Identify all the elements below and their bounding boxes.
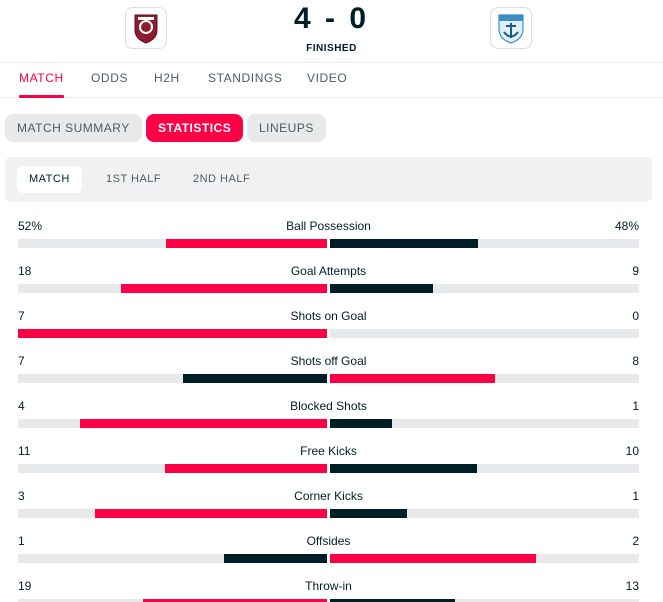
away-bar-track <box>330 239 639 248</box>
stat-away-value: 1 <box>632 489 639 503</box>
home-bar-track <box>18 284 327 293</box>
stat-row: 7 Shots off Goal 8 <box>18 354 639 399</box>
stat-label: Free Kicks <box>300 444 357 458</box>
lineups-button[interactable]: LINEUPS <box>247 114 326 142</box>
stat-home-value: 18 <box>18 264 32 278</box>
stat-home-value: 11 <box>18 444 31 458</box>
stat-label: Shots on Goal <box>290 309 367 323</box>
stat-away-value: 13 <box>625 579 639 593</box>
home-bar-track <box>18 329 327 338</box>
stat-home-value: 1 <box>18 534 25 548</box>
stat-label: Ball Possession <box>286 219 371 233</box>
stat-label: Goal Attempts <box>290 264 367 278</box>
anchor-crest-icon <box>498 14 524 44</box>
stat-away-value: 8 <box>632 354 639 368</box>
away-bar <box>330 374 495 383</box>
stat-away-value: 1 <box>632 399 639 413</box>
period-match[interactable]: MATCH <box>17 166 82 193</box>
away-bar <box>330 239 479 248</box>
away-bar <box>330 284 433 293</box>
stat-label: Corner Kicks <box>294 489 363 503</box>
home-bar-track <box>18 599 327 602</box>
match-summary-button[interactable]: MATCH SUMMARY <box>5 114 142 142</box>
stat-row: 3 Corner Kicks 1 <box>18 489 639 534</box>
tab-video[interactable]: VIDEO <box>307 71 348 85</box>
stat-away-value: 0 <box>632 309 639 323</box>
away-bar-track <box>330 329 639 338</box>
match-tabs: MATCH ODDS H2H STANDINGS VIDEO <box>0 62 663 98</box>
stat-home-value: 19 <box>18 579 32 593</box>
away-bar <box>330 554 537 563</box>
home-bar <box>166 239 327 248</box>
stat-away-value: 48% <box>614 219 639 233</box>
home-bar <box>18 329 327 338</box>
away-bar-track <box>330 284 639 293</box>
home-bar-track <box>18 464 327 473</box>
home-bar <box>95 509 327 518</box>
away-bar-track <box>330 599 639 602</box>
stat-away-value: 10 <box>625 444 639 458</box>
stat-home-value: 7 <box>18 354 25 368</box>
match-status: FINISHED <box>306 43 357 54</box>
tab-odds[interactable]: ODDS <box>91 71 129 85</box>
home-bar-track <box>18 239 327 248</box>
tab-standings[interactable]: STANDINGS <box>208 71 283 85</box>
stat-row: 52% Ball Possession 48% <box>18 219 639 264</box>
match-score: 4 - 0 <box>293 2 370 35</box>
stat-home-value: 4 <box>18 399 25 413</box>
home-team-logo[interactable] <box>125 7 167 49</box>
home-bar <box>143 599 327 602</box>
stat-home-value: 7 <box>18 309 25 323</box>
home-bar <box>79 419 327 428</box>
away-bar-track <box>330 554 639 563</box>
period-2nd-half[interactable]: 2ND HALF <box>193 173 251 185</box>
home-bar <box>120 284 327 293</box>
away-bar <box>330 464 478 473</box>
stat-label: Blocked Shots <box>290 399 367 413</box>
home-bar-track <box>18 374 327 383</box>
away-team-logo[interactable] <box>490 7 532 49</box>
period-selector: MATCH 1ST HALF 2ND HALF <box>5 157 652 202</box>
away-bar-track <box>330 419 639 428</box>
stat-label: Offsides <box>306 534 351 548</box>
stat-row: 7 Shots on Goal 0 <box>18 309 639 354</box>
stat-home-value: 52% <box>18 219 43 233</box>
home-bar-track <box>18 509 327 518</box>
stat-label: Shots off Goal <box>290 354 367 368</box>
statistics-button[interactable]: STATISTICS <box>146 114 244 142</box>
home-bar <box>182 374 327 383</box>
stat-row: 11 Free Kicks 10 <box>18 444 639 489</box>
home-bar-track <box>18 554 327 563</box>
home-bar <box>165 464 327 473</box>
stat-away-value: 9 <box>632 264 639 278</box>
match-header: 4 - 0 FINISHED <box>0 0 663 62</box>
away-bar-track <box>330 464 639 473</box>
stat-away-value: 2 <box>632 534 639 548</box>
stat-row: 1 Offsides 2 <box>18 534 639 579</box>
stat-row: 19 Throw-in 13 <box>18 579 639 602</box>
stat-row: 18 Goal Attempts 9 <box>18 264 639 309</box>
away-bar-track <box>330 509 639 518</box>
cfr-cluj-crest-icon <box>134 14 158 44</box>
away-bar-track <box>330 374 639 383</box>
stat-label: Throw-in <box>305 579 352 593</box>
period-1st-half[interactable]: 1ST HALF <box>106 173 162 185</box>
away-bar <box>330 419 392 428</box>
tab-h2h[interactable]: H2H <box>154 71 180 85</box>
stat-home-value: 3 <box>18 489 25 503</box>
stat-row: 4 Blocked Shots 1 <box>18 399 639 444</box>
away-bar <box>330 599 456 602</box>
home-bar-track <box>18 419 327 428</box>
away-bar <box>330 509 408 518</box>
home-bar <box>224 554 327 563</box>
tab-match[interactable]: MATCH <box>19 63 64 98</box>
